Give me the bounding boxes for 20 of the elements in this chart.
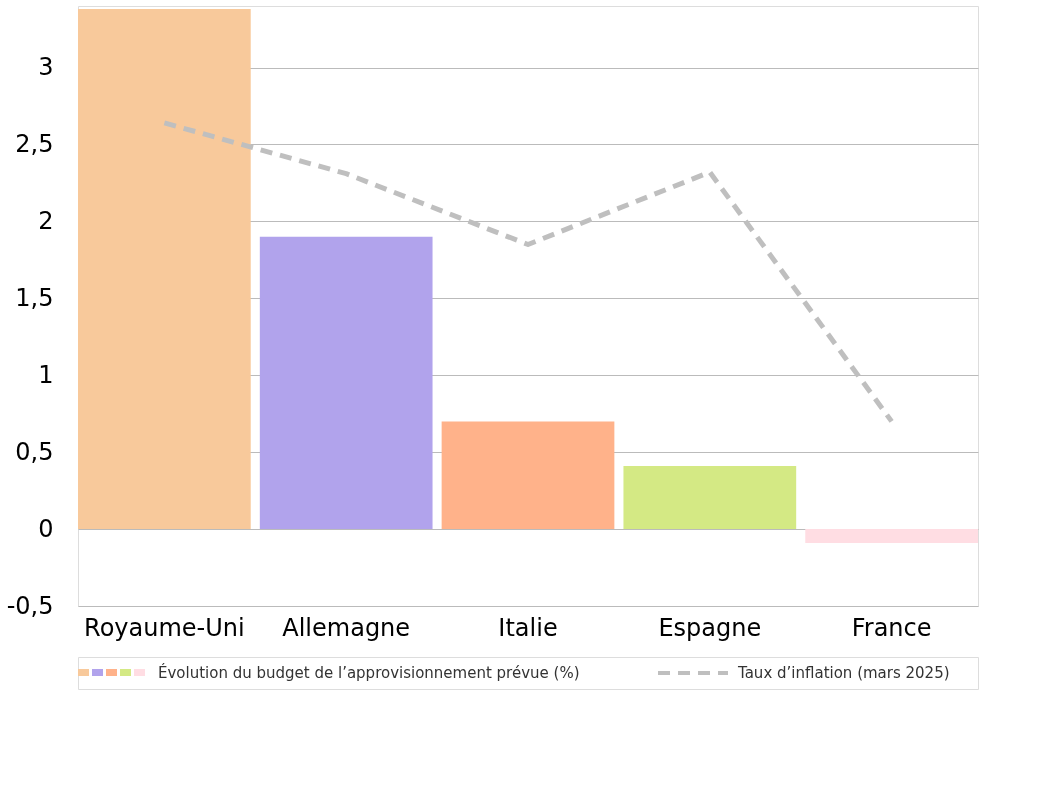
- x-tick-label: Italie: [498, 613, 558, 642]
- x-tick-label: Allemagne: [282, 613, 411, 642]
- bar: [259, 236, 433, 530]
- y-tick-label: -0,5: [6, 591, 54, 620]
- x-tick-label: Royaume-Uni: [84, 613, 245, 642]
- x-tick-label: Espagne: [658, 613, 762, 642]
- y-tick-label: 0,5: [15, 437, 54, 466]
- y-tick-label: 0: [38, 514, 54, 543]
- bar: [78, 9, 251, 530]
- y-tick-label: 1: [38, 360, 54, 389]
- y-tick-label: 1,5: [15, 283, 54, 312]
- y-tick-label: 3: [38, 53, 54, 82]
- y-tick-label: 2,5: [15, 129, 54, 158]
- legend-label: Évolution du budget de l’approvisionnement prévue (%): [158, 663, 580, 682]
- bar: [623, 466, 797, 530]
- x-tick-label: France: [851, 613, 932, 642]
- legend-label: Taux d’inflation (mars 2025): [737, 664, 950, 682]
- bar: [441, 421, 615, 530]
- bar: [805, 529, 978, 543]
- y-tick-label: 2: [38, 206, 54, 235]
